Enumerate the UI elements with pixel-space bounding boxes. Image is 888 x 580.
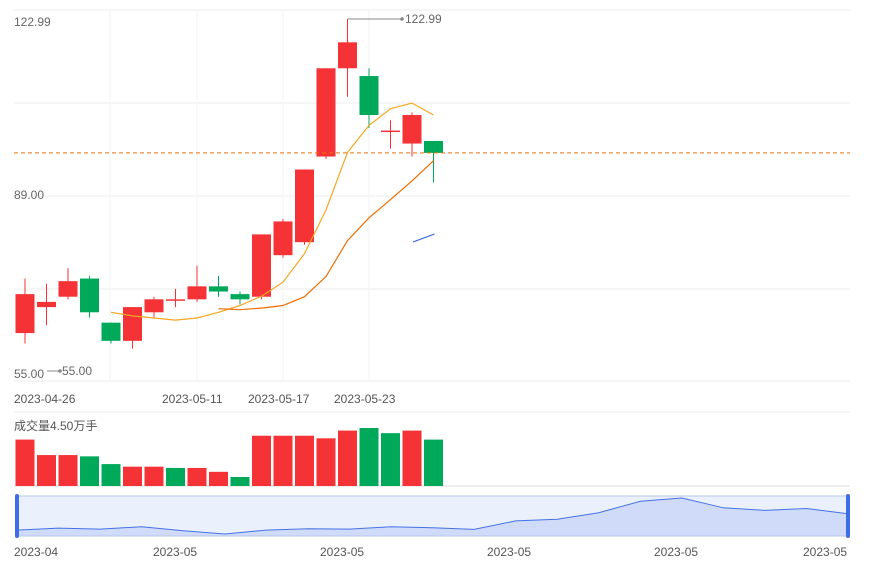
- x-axis-label: 2023-05-17: [248, 392, 310, 406]
- x-axis-label: 2023-05-23: [334, 392, 396, 406]
- candle-body: [273, 221, 293, 256]
- candle-body: [166, 299, 185, 301]
- x-axis-label: 2023-05-11: [162, 392, 223, 406]
- y-axis-label: 55.00: [14, 367, 44, 381]
- slider-handle-right[interactable]: [846, 494, 850, 538]
- candle-body: [58, 281, 78, 297]
- candle-body: [381, 130, 400, 133]
- volume-bar: [295, 435, 314, 486]
- x-axis-label: 2023-04-26: [14, 392, 76, 406]
- max-marker-label: 122.99: [405, 12, 442, 26]
- candle-body: [252, 234, 271, 297]
- candle-body: [187, 286, 207, 300]
- candle-body: [209, 286, 228, 292]
- volume-bar: [230, 476, 250, 486]
- moving-average-lines: [110, 102, 435, 321]
- volume-bar: [15, 439, 35, 486]
- slider-axis-label: 2023-05: [320, 545, 364, 559]
- volume-bar: [273, 435, 293, 486]
- data-zoom-slider[interactable]: [15, 494, 850, 538]
- volume-bar: [359, 428, 379, 486]
- grid-lines: [14, 9, 850, 487]
- candle-body: [15, 294, 35, 334]
- slider-handle-left[interactable]: [15, 494, 19, 538]
- volume-bar: [402, 430, 422, 486]
- ma10-line: [218, 160, 434, 311]
- volume-title: 成交量4.50万手: [14, 418, 97, 433]
- y-axis-label: 89.00: [14, 188, 44, 202]
- slider-line: [16, 497, 849, 535]
- slider-date-axis: 2023-04 2023-05 2023-05 2023-05 2023-05 2023-…: [14, 545, 847, 559]
- volume-series: [15, 428, 443, 486]
- candle-body: [338, 42, 357, 69]
- slider-axis-label: 2023-05: [487, 545, 531, 559]
- volume-bar: [209, 471, 228, 486]
- volume-bar: [424, 439, 443, 486]
- slider-axis-label: 2023-05: [654, 545, 698, 559]
- slider-area: [17, 498, 848, 536]
- candle-body: [402, 114, 422, 144]
- date-axis: 2023-04-26 2023-05-11 2023-05-17 2023-05-23: [14, 392, 396, 406]
- candle-body: [424, 140, 443, 153]
- candle-body: [123, 307, 142, 341]
- candle-body: [37, 301, 56, 308]
- candle-body: [144, 299, 164, 313]
- ma5-line: [110, 102, 434, 321]
- candlestick-series: [15, 19, 443, 349]
- volume-bar: [252, 435, 271, 486]
- volume-bar: [101, 464, 121, 486]
- min-marker-dot: [58, 369, 62, 373]
- volume-bar: [316, 438, 336, 486]
- candle-body: [359, 76, 379, 115]
- volume-bar: [338, 430, 357, 486]
- volume-bar: [381, 433, 400, 486]
- price-axis: 122.99 89.00 55.00: [14, 15, 51, 381]
- volume-bar: [80, 456, 99, 486]
- slider-axis-label: 2023-05: [153, 545, 197, 559]
- volume-bar: [37, 455, 56, 486]
- y-axis-label: 122.99: [14, 15, 51, 29]
- slider-axis-label: 2023-05: [803, 545, 847, 559]
- candle-body: [101, 322, 121, 341]
- candle-body: [80, 278, 99, 313]
- ma20-line: [412, 233, 435, 243]
- max-marker-dot: [400, 17, 404, 21]
- volume-bar: [187, 467, 207, 486]
- min-marker-label: 55.00: [62, 364, 92, 378]
- volume-bar: [58, 455, 78, 486]
- candle-body: [230, 294, 250, 300]
- slider-axis-label: 2023-04: [14, 545, 58, 559]
- volume-bar: [166, 467, 185, 486]
- candle-body: [316, 68, 336, 157]
- volume-bar: [123, 466, 142, 486]
- volume-bar: [144, 466, 164, 486]
- price-markers: 122.99 55.00: [14, 12, 850, 378]
- candle-body: [295, 169, 314, 243]
